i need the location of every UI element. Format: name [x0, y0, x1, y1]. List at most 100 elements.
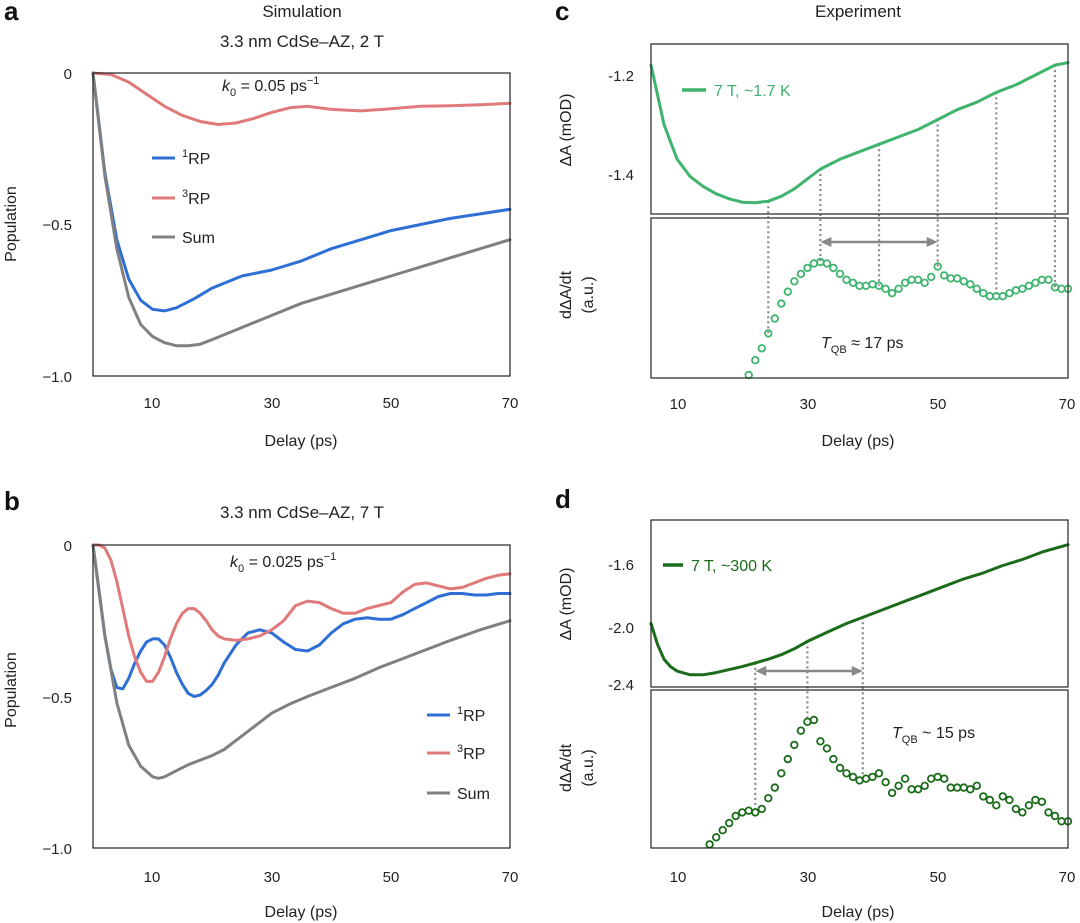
derivative-point-d — [1005, 795, 1014, 805]
panel-letter-a: a — [4, 0, 19, 26]
derivative-point-c — [809, 259, 819, 268]
triplet-curve — [91, 543, 512, 683]
derivative-point-d — [731, 811, 740, 821]
derivative-point-c — [972, 284, 981, 293]
panel-c-xtick: 10 — [670, 396, 687, 413]
sum-curve — [91, 71, 512, 348]
panel-b-rate-annotation: k0 = 0.025 ps−1 — [230, 551, 336, 575]
panel-c-title: Experiment — [815, 2, 901, 21]
derivative-point-d — [1024, 801, 1034, 810]
panel-c-ytick: -1.4 — [608, 167, 634, 184]
panel-d-ylabel-bottom: dΔA/dt — [558, 743, 575, 792]
singlet-curve — [91, 71, 512, 313]
derivative-point-c — [829, 263, 838, 273]
k-subscript: 0 — [238, 563, 244, 575]
derivative-point-c — [874, 281, 884, 290]
derivative-point-c — [803, 263, 812, 273]
derivative-point-c — [783, 287, 792, 296]
k-symbol: k — [230, 554, 239, 571]
period-arrow-c — [820, 237, 938, 247]
derivative-point-c — [744, 370, 753, 380]
panel-c-bottom-frame — [650, 217, 1069, 379]
derivative-point-d — [1018, 808, 1027, 817]
derivative-point-d — [933, 772, 942, 782]
panel-a-ylabel: Population — [3, 186, 20, 262]
derivative-point-c — [790, 277, 799, 286]
derivative-point-c — [777, 299, 786, 308]
derivative-point-d — [855, 776, 864, 785]
panel-b-title: 3.3 nm CdSe–AZ, 7 T — [220, 503, 384, 522]
panel-a-ytick: −0.5 — [42, 217, 72, 234]
derivative-point-d — [770, 783, 779, 792]
panel-d-ylabel-top: ΔA (mOD) — [558, 568, 575, 641]
derivative-point-d — [809, 715, 819, 725]
derivative-point-c — [1031, 278, 1040, 287]
legend-sum: Sum — [457, 786, 490, 803]
panel-a-xtick: 70 — [502, 395, 519, 412]
derivative-point-d — [972, 781, 981, 790]
panel-b-plot-area — [91, 543, 512, 780]
legend-label-d: 7 T, ~300 K — [691, 558, 772, 575]
panel-c-ylabel-top: ΔA (mOD) — [558, 94, 575, 167]
derivative-point-d — [751, 808, 760, 817]
derivative-point-c — [868, 280, 877, 289]
panel-letter-d: d — [555, 484, 571, 514]
derivative-point-d — [985, 795, 994, 805]
derivative-point-c — [959, 277, 968, 286]
panel-c-xlabel: Delay (ps) — [822, 433, 895, 450]
panel-d: d -1.6 -2.0 -2.4 10 30 50 70 Delay (ps) … — [555, 484, 1075, 921]
panel-b-xtick: 30 — [264, 869, 281, 886]
derivative-point-c — [1011, 286, 1021, 295]
singlet-curve — [91, 543, 512, 698]
derivative-point-c — [842, 275, 851, 284]
derivative-point-d — [803, 717, 812, 726]
derivative-point-d — [705, 840, 714, 849]
panel-d-xlabel: Delay (ps) — [822, 904, 895, 921]
derivative-point-c — [979, 289, 988, 298]
derivative-point-d — [920, 781, 929, 790]
panel-d-plot-area — [649, 543, 1073, 849]
derivative-point-d — [966, 785, 975, 794]
period-arrow-d — [755, 666, 863, 676]
derivative-point-d — [959, 783, 968, 792]
panel-c-xtick: 50 — [930, 396, 947, 413]
derivative-point-c — [894, 284, 903, 293]
derivative-point-c — [913, 275, 923, 284]
panel-b-ylabel: Population — [3, 652, 20, 728]
rate-exponent: −1 — [307, 75, 320, 87]
derivative-point-c — [900, 278, 910, 287]
panel-b-frame — [92, 544, 511, 849]
derivative-point-c — [1024, 281, 1034, 290]
panel-c-ylabel-bottom: dΔA/dt — [558, 270, 575, 319]
derivative-point-c — [940, 271, 949, 280]
panel-b-ytick: −0.5 — [42, 690, 72, 707]
period-arrow-d-head-right — [851, 666, 863, 676]
panel-d-xtick: 70 — [1059, 869, 1076, 886]
derivative-point-c — [887, 289, 897, 298]
legend-sum: Sum — [182, 230, 215, 247]
derivative-point-c — [1037, 275, 1047, 284]
derivative-point-d — [894, 781, 903, 790]
derivative-point-d — [738, 808, 747, 817]
delta-a-trace-c — [649, 61, 1070, 205]
derivative-point-d — [712, 833, 721, 842]
derivative-point-c — [835, 269, 845, 279]
panel-a-frame — [92, 72, 511, 377]
panel-c-top-frame — [650, 43, 1069, 215]
derivative-point-d — [1031, 795, 1040, 805]
legend-singlet: 1RP — [457, 705, 485, 725]
panel-d-ytick: -1.6 — [608, 557, 634, 574]
tqb-annotation-c: TQB ≈ 17 ps — [821, 335, 904, 356]
derivative-point-c — [1018, 284, 1027, 293]
derivative-point-d — [913, 785, 923, 794]
panel-b-ytick: −1.0 — [42, 841, 72, 858]
panel-a: a Simulation 3.3 nm CdSe–AZ, 2 T 0 −0.5 … — [3, 0, 518, 450]
derivative-point-d — [1037, 797, 1047, 806]
derivative-point-d — [744, 806, 753, 815]
panel-d-ytick: -2.4 — [608, 677, 634, 694]
panel-a-xtick: 50 — [383, 395, 400, 412]
derivative-point-c — [822, 259, 832, 268]
panel-letter-b: b — [4, 486, 20, 516]
panel-d-xtick: 10 — [670, 869, 687, 886]
